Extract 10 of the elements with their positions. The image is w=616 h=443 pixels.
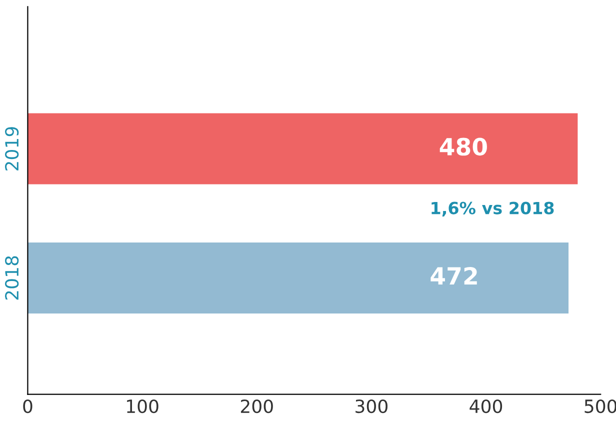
x-tick-label: 0 [23, 399, 32, 414]
annotation: 1,6% vs 2018 [432, 202, 554, 216]
y-tick-label: 2019 [5, 127, 19, 170]
y-tick-label: 2018 [5, 256, 19, 300]
x-tick-label: 400 [470, 399, 502, 414]
x-tick-label: 200 [240, 399, 273, 414]
data-label: 472 [430, 266, 477, 284]
x-tick-label: 100 [127, 399, 158, 414]
x-tick-label: 300 [356, 399, 388, 414]
data-label: 480 [440, 138, 487, 156]
